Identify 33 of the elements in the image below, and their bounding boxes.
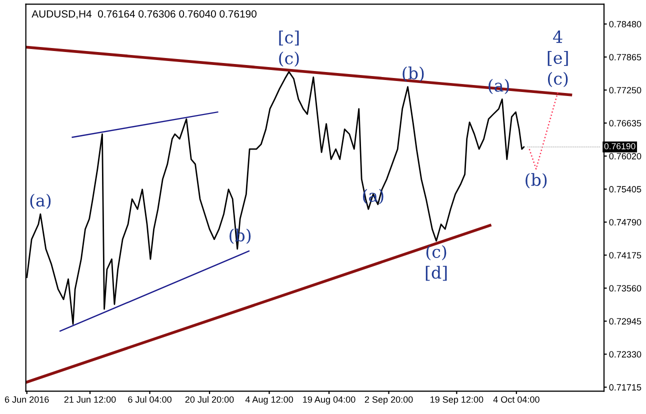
y-tick-label: 0.76020 <box>609 153 642 160</box>
annotation: 0.76190 <box>604 143 636 150</box>
annotation: (b) <box>526 173 547 188</box>
y-tick-label: 0.71715 <box>609 384 642 391</box>
y-tick-label: 0.76635 <box>609 120 642 126</box>
annotation: (b) <box>402 66 424 82</box>
y-tick-label: 0.77250 <box>609 87 642 94</box>
x-tick-label: 20 Jul 20:00 <box>185 396 234 403</box>
x-tick-label: 19 Sep 12:00 <box>430 396 484 405</box>
x-tick-label: 2 Sep 20:00 <box>364 396 413 405</box>
x-tick-label: 6 Jun 2016 <box>4 396 49 403</box>
annotation: 4 <box>553 30 562 43</box>
chart-title: AUDUSD,H4 0.76164 0.76306 0.76040 0.76190 <box>32 10 256 19</box>
y-tick-label: 0.77865 <box>609 54 642 60</box>
annotation: (c) <box>426 245 446 260</box>
annotation: (a) <box>30 194 51 210</box>
annotation: [e] <box>548 51 568 66</box>
y-tick-label: 0.74175 <box>609 252 642 258</box>
annotation: (c) <box>279 51 299 67</box>
y-tick-label: 0.72945 <box>609 318 642 325</box>
x-tick-label: 21 Jun 12:00 <box>64 396 116 403</box>
annotation: (c) <box>548 72 568 88</box>
x-tick-label: 19 Aug 04:00 <box>303 396 356 405</box>
annotation: [d] <box>426 266 447 281</box>
y-tick-label: 0.72330 <box>609 351 642 358</box>
x-tick-label: 6 Jul 04:00 <box>128 396 172 403</box>
y-tick-label: 0.75405 <box>609 186 642 192</box>
annotation: [c] <box>279 30 299 46</box>
y-tick-label: 0.74790 <box>609 219 642 226</box>
y-tick-label: 0.78480 <box>609 20 642 28</box>
x-tick-label: 4 Oct 04:00 <box>493 396 540 403</box>
x-tick-label: 4 Aug 12:00 <box>245 396 294 405</box>
y-tick-label: 0.73560 <box>609 285 642 292</box>
